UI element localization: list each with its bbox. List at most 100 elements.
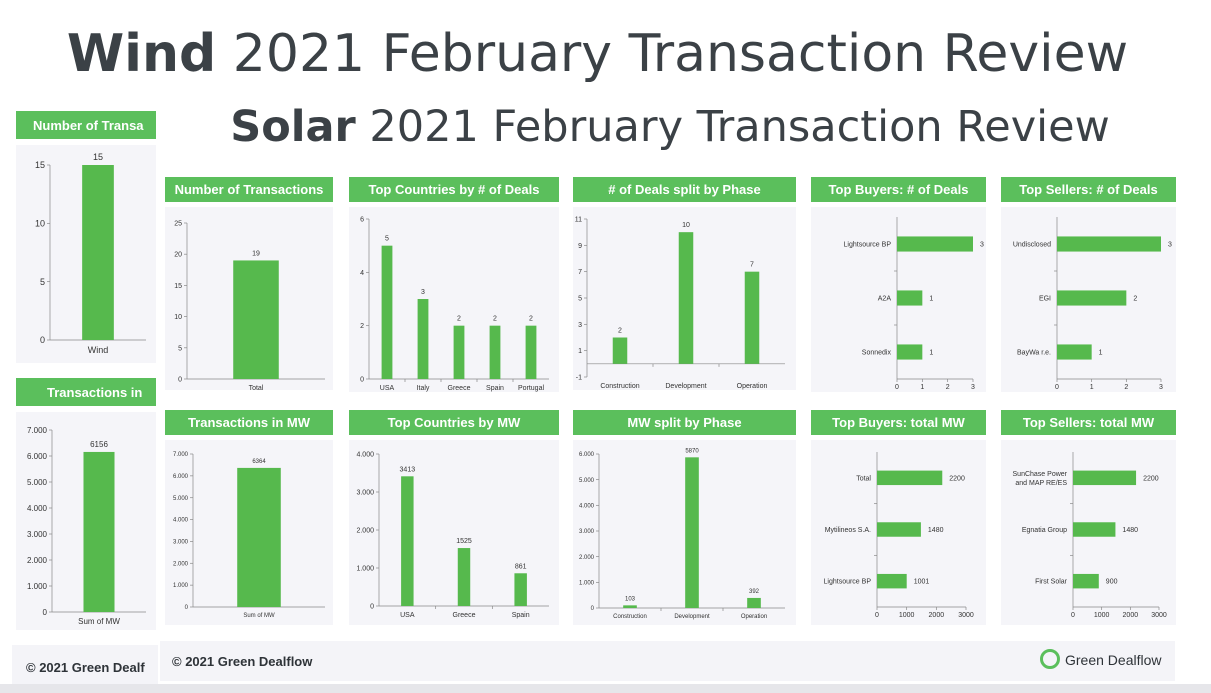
x-tick-label: 2 <box>1124 384 1128 391</box>
x-tick-label: 0 <box>895 384 899 391</box>
wind-title: Wind 2021 February Transaction Review <box>0 24 1195 84</box>
bar <box>82 165 114 340</box>
bar <box>489 325 501 379</box>
x-tick-label: 0 <box>875 612 879 619</box>
wind-footer-bar <box>12 645 158 687</box>
panel-transactions-in-mw: 0 1.000 2.000 3.000 4.000 5.000 6.000 7.000 6364… <box>165 440 333 625</box>
panel-number-of-transactions: 0 5 10 15 20 25 19 Total <box>165 207 333 392</box>
y-tick-label: 25 <box>174 220 182 227</box>
green-dealflow-logo-icon <box>1040 649 1060 669</box>
green-dealflow-logo-text: Green Dealflow <box>1065 652 1162 668</box>
y-tick-label: 5.000 <box>579 478 595 484</box>
wind-mw-chart: 0 1.000 2.000 3.000 4.000 5.000 6.000 7.000 6156… <box>27 426 146 626</box>
top-countries-mw-chart: 0 1.000 2.000 3.000 4.000 3413 USA 1525 Greece 86… <box>356 451 549 619</box>
data-label: 392 <box>749 589 760 595</box>
bar <box>897 236 973 252</box>
category-label: Total <box>249 385 264 390</box>
category-label: Spain <box>512 612 530 619</box>
x-tick-label: 1000 <box>1094 612 1110 619</box>
top-sellers-mw-chart: 0 1000 2000 3000 SunChase Power and MAP RE/ES… <box>1013 452 1167 619</box>
data-label: 1 <box>929 295 933 302</box>
panel-top-buyers-deals: 0 1 2 3 Lightsource BP 3 A2A 1 Sonnedix 1 <box>811 207 986 392</box>
panel-top-countries-mw: 0 1.000 2.000 3.000 4.000 3413 USA 1525 Greece 86… <box>349 440 559 625</box>
bar <box>457 548 471 606</box>
y-tick-label: 3.000 <box>173 540 189 546</box>
y-tick-label: 3.000 <box>579 529 595 535</box>
y-tick-label: 5 <box>578 295 582 302</box>
y-tick-label: 1.000 <box>356 565 374 572</box>
category-label: and MAP RE/ES <box>1015 480 1067 487</box>
y-tick-label: 0 <box>591 606 595 612</box>
y-tick-label: 10 <box>35 218 45 228</box>
y-tick-label: 6.000 <box>27 452 48 461</box>
y-tick-label: 2.000 <box>356 527 374 534</box>
y-tick-label: 5 <box>40 277 45 287</box>
bar <box>1073 573 1099 589</box>
data-label: 6156 <box>90 440 108 449</box>
category-label: Construction <box>613 614 647 620</box>
y-tick-label: 4.000 <box>356 451 374 458</box>
y-tick-label: 0 <box>360 376 364 383</box>
wind-transactions-chart: 0 5 10 15 15 Wind <box>35 152 146 355</box>
y-tick-label: -1 <box>576 374 582 381</box>
y-tick-label: 2.000 <box>579 555 595 561</box>
y-tick-label: 3.000 <box>356 489 374 496</box>
category-label: USA <box>380 385 395 392</box>
y-tick-label: 0 <box>185 605 189 611</box>
y-tick-label: 15 <box>35 160 45 170</box>
data-label: 5870 <box>685 448 699 454</box>
deals-by-phase-chart: -1 1 3 5 7 9 11 2 Construction 10 Development 7 Oper… <box>575 216 785 390</box>
category-label: Total <box>856 475 871 482</box>
bar <box>685 457 699 608</box>
category-label: Development <box>674 614 710 620</box>
category-label: USA <box>400 612 415 619</box>
wind-footer-text: © 2021 Green Dealf <box>26 660 145 675</box>
bar <box>877 573 907 589</box>
data-label: 2 <box>618 328 622 335</box>
category-label: Undisclosed <box>1013 241 1051 248</box>
bar <box>233 260 279 379</box>
y-tick-label: 6.000 <box>173 474 189 480</box>
data-label: 900 <box>1106 579 1118 586</box>
x-tick-label: 2000 <box>1123 612 1139 619</box>
bar <box>897 344 923 360</box>
category-label: BayWa r.e. <box>1017 349 1051 356</box>
x-tick-label: 2 <box>946 384 950 391</box>
data-label: 3413 <box>400 466 416 473</box>
bar <box>401 476 414 606</box>
bar <box>525 325 537 379</box>
category-label: Wind <box>88 345 109 355</box>
y-tick-label: 0 <box>40 335 45 345</box>
category-label: Lightsource BP <box>844 241 892 248</box>
y-tick-label: 1.000 <box>27 582 48 591</box>
y-tick-label: 9 <box>578 243 582 250</box>
bar <box>237 467 281 607</box>
wind-title-bold: Wind <box>66 24 217 84</box>
data-label: 861 <box>515 563 527 570</box>
x-tick-label: 1 <box>920 384 924 391</box>
bar <box>877 470 943 486</box>
header-top-countries-deals: Top Countries by # of Deals <box>349 177 559 202</box>
category-label: EGI <box>1039 295 1051 302</box>
data-label: 7 <box>750 262 754 269</box>
bar <box>381 245 393 379</box>
y-tick-label: 7.000 <box>173 452 189 458</box>
y-tick-label: 10 <box>174 314 182 321</box>
panel-top-sellers-deals: 0 1 2 3 Undisclosed 3 EGI 2 BayWa r.e. 1 <box>1001 207 1176 392</box>
y-tick-label: 1.000 <box>579 580 595 586</box>
bar <box>623 605 637 608</box>
data-label: 6364 <box>252 459 266 465</box>
y-tick-label: 4 <box>360 270 364 277</box>
y-tick-label: 5 <box>178 345 182 352</box>
y-tick-label: 4.000 <box>27 504 48 513</box>
category-label: Greece <box>448 385 471 392</box>
solar-footer-text: © 2021 Green Dealflow <box>172 654 313 669</box>
x-tick-label: 3000 <box>958 612 974 619</box>
category-label: Operation <box>741 614 767 620</box>
solar-title-bold: Solar <box>230 102 356 152</box>
data-label: 19 <box>252 250 260 257</box>
x-tick-label: 2000 <box>929 612 945 619</box>
x-tick-label: 1000 <box>899 612 915 619</box>
header-transactions-in-mw: Transactions in MW <box>165 410 333 435</box>
y-tick-label: 2.000 <box>173 561 189 567</box>
